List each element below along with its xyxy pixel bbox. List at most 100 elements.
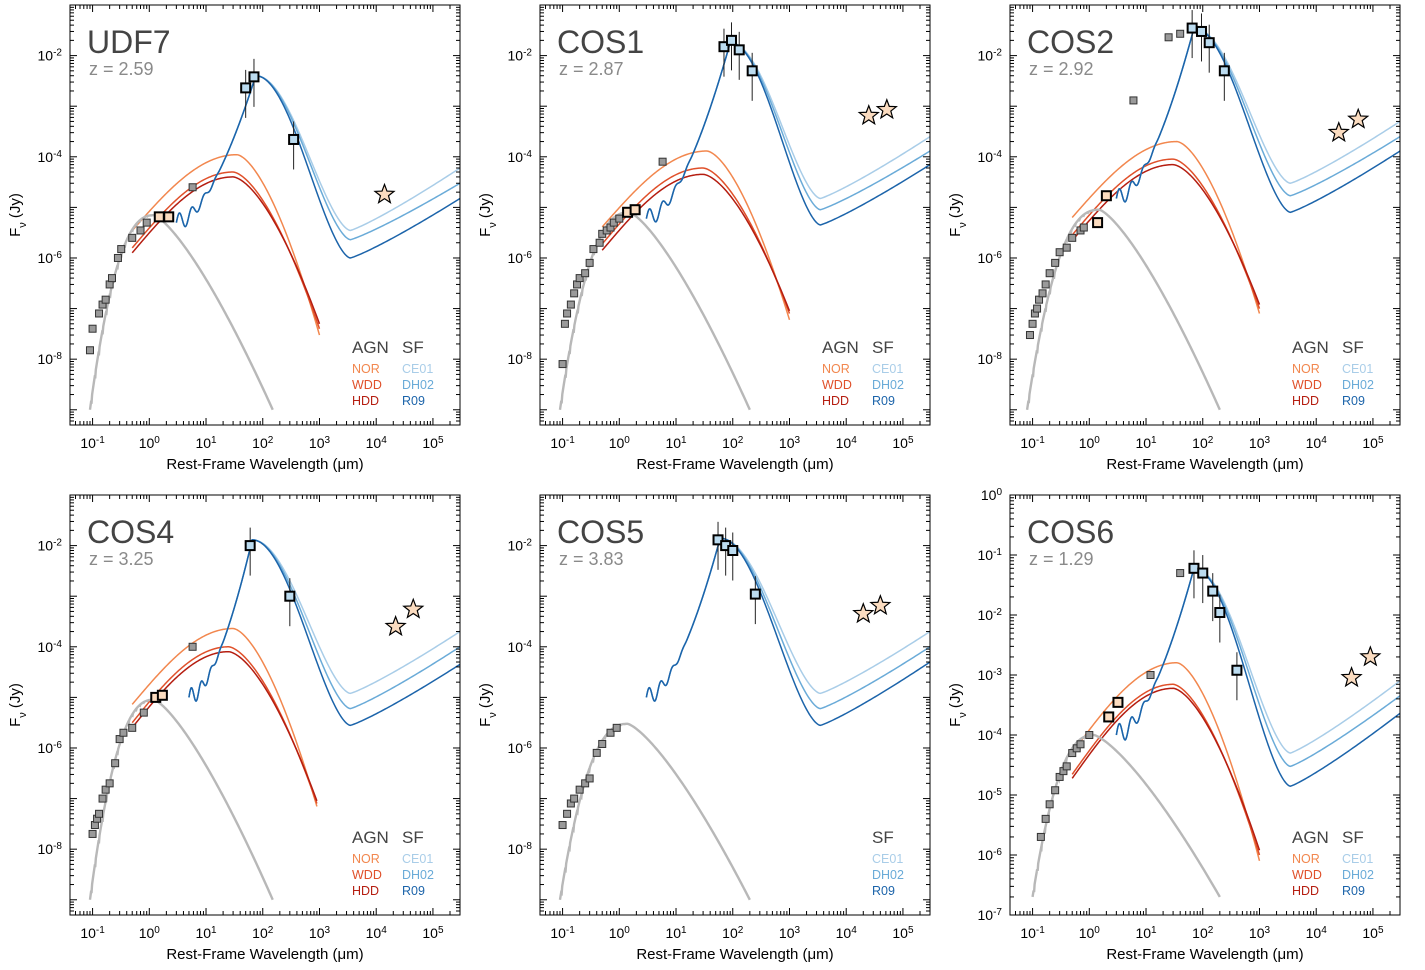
y-tick-label: 100	[981, 487, 1003, 504]
photometry-point	[1036, 832, 1045, 841]
nir-point	[1103, 711, 1115, 723]
x-axis-label: Rest-Frame Wavelength (μm)	[636, 946, 833, 963]
y-tick-label: 10-1	[978, 547, 1003, 564]
legend-item-wdd: WDD	[1292, 378, 1322, 392]
x-tick-label: 100	[609, 435, 631, 452]
photometry-point	[1062, 762, 1071, 771]
x-axis-label: Rest-Frame Wavelength (μm)	[1106, 946, 1303, 963]
legend-agn-header: AGN	[1292, 338, 1329, 357]
y-tick-label: 10-2	[38, 47, 63, 64]
photometry-point	[139, 708, 148, 717]
series-agn-hdd	[131, 650, 318, 802]
photometry-point	[95, 809, 104, 818]
legend-item-ce01: CE01	[1342, 852, 1373, 866]
photometry-point	[563, 809, 572, 818]
panel-title: COS6	[1027, 514, 1114, 550]
y-tick-label: 10-6	[508, 249, 533, 266]
x-tick-label: 104	[836, 435, 858, 452]
legend-item-ce01: CE01	[402, 852, 433, 866]
series-agn-hdd	[1071, 687, 1261, 851]
series-sf-dh02	[645, 537, 930, 710]
y-tick-label: 10-8	[38, 351, 63, 368]
photometry-point	[111, 759, 120, 768]
legend-item-hdd: HDD	[1292, 394, 1319, 408]
photometry-point	[1041, 814, 1050, 823]
y-tick-label: 10-4	[508, 638, 533, 655]
series-sf-r09	[175, 74, 460, 259]
legend-item-nor: NOR	[352, 362, 380, 376]
y-tick-label: 10-2	[508, 537, 533, 554]
x-tick-label: 105	[1362, 435, 1384, 452]
ir-point	[712, 534, 724, 546]
legend-item-hdd: HDD	[1292, 884, 1319, 898]
ir-point	[288, 133, 300, 145]
series-agn-nor	[131, 627, 318, 807]
legend-item-hdd: HDD	[352, 394, 379, 408]
y-tick-label: 10-8	[508, 351, 533, 368]
panel-cos1: 10-1 100 101 102 103 104 105 10-8 10-6 10-4 10-2 Re…	[477, 4, 931, 473]
legend-item-ce01: CE01	[1342, 362, 1373, 376]
photometry-point	[1051, 258, 1060, 267]
legend-sf-header: SF	[402, 828, 424, 847]
x-tick-label: 102	[722, 435, 744, 452]
x-tick-label: 100	[609, 925, 631, 942]
model-curves	[88, 74, 460, 411]
data-points	[88, 527, 425, 838]
photometry-point	[1129, 96, 1138, 105]
legend-item-r09: R09	[402, 394, 425, 408]
photometry-point	[142, 218, 151, 227]
panel-title: UDF7	[87, 24, 171, 60]
y-axis-label: Fν (Jy)	[947, 193, 969, 237]
ir-point	[244, 540, 256, 552]
panel-title: COS1	[557, 24, 644, 60]
legend: AGN NOR WDD HDD SF CE01 DH02 R09	[1292, 828, 1374, 898]
nir-point	[163, 211, 175, 223]
x-tick-label: 103	[309, 435, 331, 452]
photometry-point	[1051, 786, 1060, 795]
photometry-point	[558, 360, 567, 369]
y-axis-label: Fν (Jy)	[947, 683, 969, 727]
x-tick-label: 101	[1135, 435, 1157, 452]
x-tick-label: 10-1	[1020, 435, 1045, 452]
x-tick-label: 10-1	[80, 925, 105, 942]
panel-cos6: 10-1 100 101 102 103 104 105 10-7 10-6 10-5 10-4 10…	[947, 487, 1401, 963]
photometry-point	[570, 289, 579, 298]
legend-agn-header: AGN	[352, 828, 389, 847]
radio-star	[852, 602, 875, 624]
radio-star	[402, 597, 425, 619]
ir-point	[1203, 37, 1215, 49]
y-axis-label: Fν (Jy)	[7, 193, 29, 237]
photometry-point	[1176, 29, 1185, 38]
legend-item-nor: NOR	[1292, 852, 1320, 866]
y-tick-label: 10-8	[38, 841, 63, 858]
series-agn-wdd	[131, 646, 318, 804]
photometry-point	[119, 728, 128, 737]
y-tick-label: 10-6	[978, 249, 1003, 266]
photometry-point	[1079, 223, 1088, 232]
panel-title: COS4	[87, 514, 174, 550]
x-tick-label: 102	[1192, 925, 1214, 942]
legend-agn-header: AGN	[352, 338, 389, 357]
photometry-point	[188, 642, 197, 651]
y-axis-label: Fν (Jy)	[477, 193, 499, 237]
x-tick-label: 102	[1192, 435, 1214, 452]
panel-cos5: 10-1 100 101 102 103 104 105 10-8 10-6 10-4 10-2 Re…	[477, 494, 931, 963]
x-tick-label: 101	[195, 925, 217, 942]
legend: AGN NOR WDD HDD SF CE01 DH02 R09	[352, 828, 434, 898]
data-points	[558, 22, 898, 369]
photometry-point	[575, 274, 584, 283]
x-tick-label: 10-1	[80, 435, 105, 452]
data-points	[558, 521, 892, 830]
y-tick-label: 10-4	[978, 148, 1003, 165]
series-stellar	[1031, 733, 1221, 898]
photometry-point	[1033, 304, 1042, 313]
nir-point	[1112, 696, 1124, 708]
ir-point	[1188, 562, 1200, 574]
y-tick-label: 10-2	[508, 47, 533, 64]
x-tick-label: 102	[722, 925, 744, 942]
y-tick-label: 10-2	[978, 47, 1003, 64]
legend-item-nor: NOR	[1292, 362, 1320, 376]
legend-item-wdd: WDD	[822, 378, 852, 392]
photometry-point	[606, 728, 615, 737]
